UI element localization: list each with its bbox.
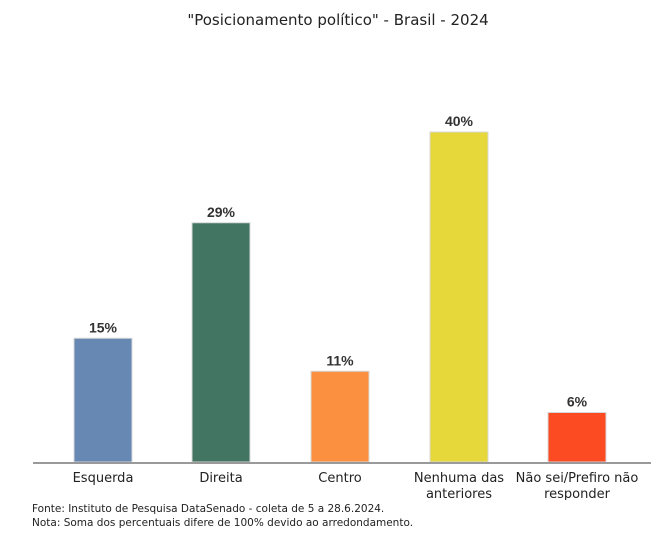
- category-label-line: Esquerda: [73, 471, 134, 486]
- category-label-esquerda: Esquerda: [73, 471, 134, 486]
- data-label-direita: 29%: [207, 204, 236, 220]
- category-label-line: Centro: [318, 471, 361, 486]
- data-label-centro: 11%: [326, 352, 354, 368]
- category-label-direita: Direita: [199, 471, 242, 486]
- chart-title: "Posicionamento político" - Brasil - 202…: [187, 11, 488, 29]
- category-labels: Esquerda Direita Centro Nenhuma das anterior…: [73, 471, 639, 500]
- category-label-line: responder: [544, 487, 611, 500]
- bar-nao-sei-prefiro-nao-responder: [547, 412, 607, 463]
- bar-nenhuma-das-anteriores: [429, 131, 489, 463]
- data-label-esquerda: 15%: [89, 319, 118, 335]
- bar-centro: [310, 370, 370, 463]
- bar-esquerda: [73, 337, 133, 463]
- category-label-nao-sei-prefiro-nao-responder: Não sei/Prefiro não responder: [516, 471, 639, 500]
- data-label-nao-sei-prefiro-nao-responder: 6%: [567, 394, 588, 410]
- bars-group: 15% 29% 11% 40% 6%: [73, 113, 607, 463]
- footnote-source: Fonte: Instituto de Pesquisa DataSenado …: [32, 503, 385, 515]
- category-label-line: anteriores: [426, 487, 492, 500]
- data-label-nenhuma-das-anteriores: 40%: [445, 113, 474, 129]
- category-label-line: Nenhuma das: [414, 471, 504, 486]
- category-label-line: Não sei/Prefiro não: [516, 471, 639, 486]
- bar-chart: "Posicionamento político" - Brasil - 202…: [33, 11, 651, 500]
- bar-direita: [191, 222, 251, 463]
- category-label-line: Direita: [199, 471, 242, 486]
- footnote-note: Nota: Soma dos percentuais difere de 100…: [32, 517, 414, 529]
- category-label-nenhuma-das-anteriores: Nenhuma das anteriores: [414, 471, 504, 500]
- category-label-centro: Centro: [318, 471, 361, 486]
